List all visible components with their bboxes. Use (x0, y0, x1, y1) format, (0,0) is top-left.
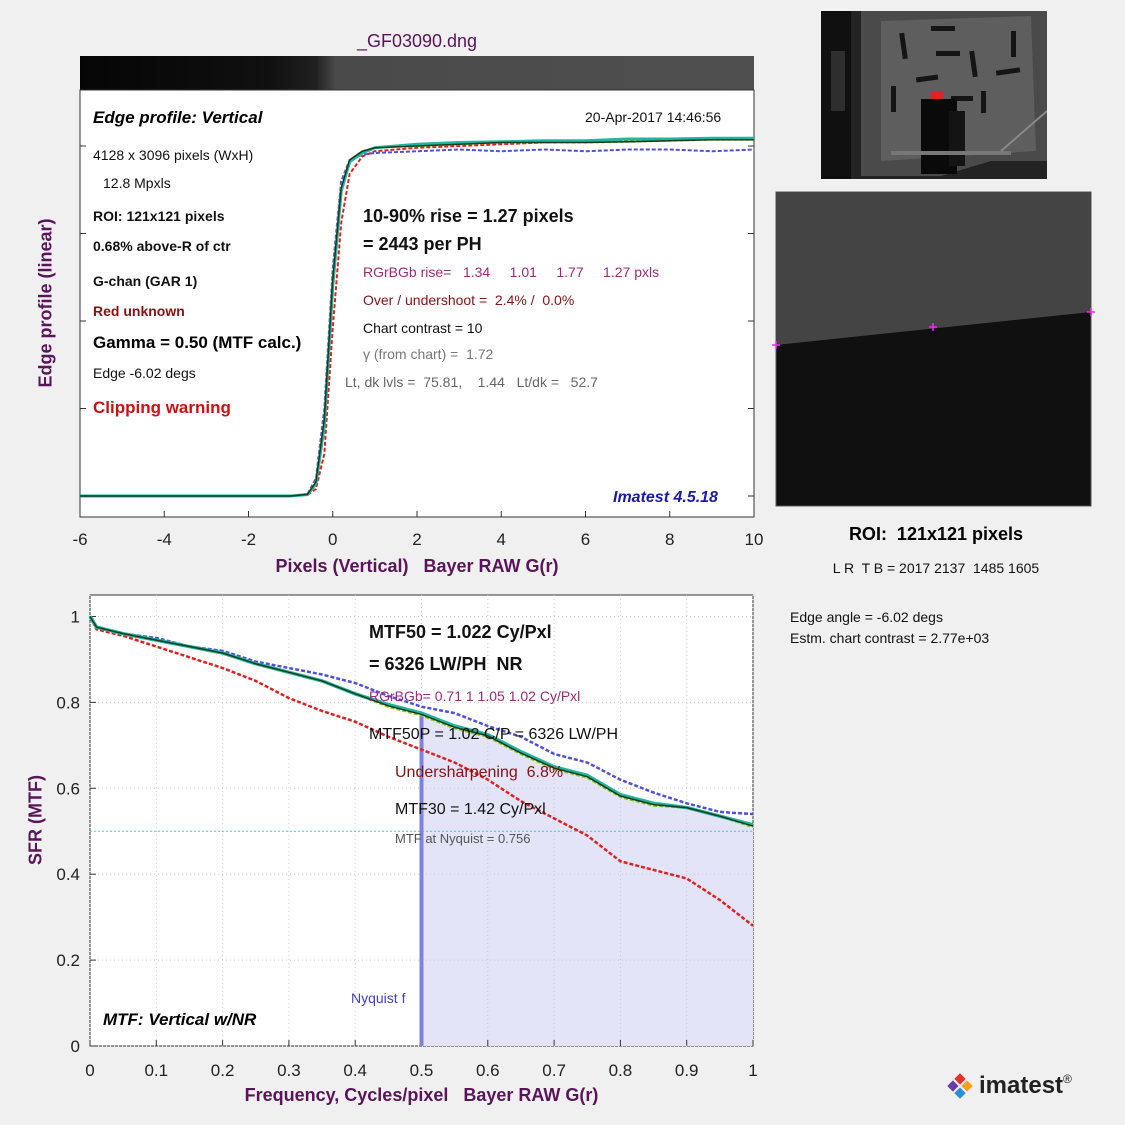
edge-angle: Edge -6.02 degs (93, 365, 196, 381)
edge-x-tick-label: 10 (745, 530, 764, 549)
mtf50-lwph: = 6326 LW/PH NR (369, 654, 523, 674)
mtf-x-tick-label: 0.6 (476, 1061, 500, 1080)
roi-image (772, 191, 1095, 507)
mtf-x-tick-label: 0.3 (277, 1061, 301, 1080)
nyquist-label: Nyquist f (351, 990, 406, 1006)
mtf-x-tick-label: 0.7 (542, 1061, 566, 1080)
undersharpening: Undersharpening 6.8% (395, 764, 564, 781)
mtf-series-r (88, 615, 754, 927)
gamma-from-chart: γ (from chart) = 1.72 (363, 346, 494, 362)
mtf50p-value: MTF50P = 1.02 C/P = 6326 LW/PH (369, 726, 619, 743)
mtf30-value: MTF30 = 1.42 Cy/Pxl (395, 801, 546, 818)
scene-thumbnail (821, 11, 1047, 179)
scene-thumbnail-image (821, 11, 1047, 179)
rgrbgb-rise: RGrBGb rise= 1.34 1.01 1.77 1.27 pxls (363, 264, 660, 280)
estimated-contrast: Estm. chart contrast = 2.77e+03 (790, 630, 990, 646)
imatest-logo-text: imatest (979, 1072, 1064, 1099)
overshoot: Over / undershoot = 2.4% / 0.0% (363, 292, 575, 308)
file-title: _GF03090.dng (356, 31, 478, 51)
mtf-y-tick-label: 1 (71, 607, 80, 626)
edge-x-tick-label: -6 (72, 530, 87, 549)
edge-profile-chart: -6 -4 -2 0 2 4 6 8 10 (72, 89, 764, 549)
edge-angle-info: Edge angle = -6.02 degs (790, 609, 943, 625)
mtf50-value: MTF50 = 1.022 Cy/Pxl (369, 622, 552, 642)
edge-x-tick-label: 0 (328, 530, 337, 549)
mtf-chart: 0 0.1 0.2 0.3 0.4 0.5 0.6 0.7 0.8 0.9 1 0 0.2 0.4 0.6 0… (56, 594, 758, 1080)
edge-roi-offset: 0.68% above-R of ctr (93, 238, 231, 254)
mtf-y-tick-label: 0 (71, 1037, 80, 1056)
edge-channel: G-chan (GAR 1) (93, 273, 198, 289)
mtf-x-tick-label: 0.4 (343, 1061, 367, 1080)
edge-x-tick-label: 8 (665, 530, 674, 549)
edge-x-tick-label: 4 (497, 530, 506, 549)
mtf-at-nyquist: MTF at Nyquist = 0.756 (395, 831, 531, 846)
mtf-x-tick-label: 0.5 (410, 1061, 434, 1080)
edge-ylabel: Edge profile (linear) (35, 218, 56, 388)
rgrbgb-mtf50: RGrBGb= 0.71 1 1.05 1.02 Cy/Pxl (369, 688, 581, 704)
mtf-xlabel: Frequency, Cycles/pixel Bayer RAW G(r) (244, 1085, 599, 1105)
edge-strip (80, 56, 754, 90)
edge-plot-area (79, 89, 755, 518)
mtf-y-tick-label: 0.4 (56, 865, 80, 884)
mtf-x-tick-label: 1 (748, 1061, 757, 1080)
edge-x-tick-label: 6 (581, 530, 590, 549)
rise-per-ph: = 2443 per PH (363, 234, 482, 254)
chart-contrast: Chart contrast = 10 (363, 320, 483, 336)
edge-roi: ROI: 121x121 pixels (93, 208, 225, 224)
mtf-y-tick-label: 0.8 (56, 693, 80, 712)
mtf-y-tick-label: 0.6 (56, 779, 80, 798)
imatest-logo-icon (947, 1073, 973, 1099)
imatest-logo-reg: ® (1063, 1072, 1072, 1086)
edge-xlabel: Pixels (Vertical) Bayer RAW G(r) (275, 556, 559, 576)
edge-mpxls: 12.8 Mpxls (103, 175, 171, 191)
mtf-area-above-nyquist (421, 714, 753, 1046)
mtf-header: MTF: Vertical w/NR (103, 1010, 257, 1029)
mtf-x-tick-label: 0.8 (609, 1061, 633, 1080)
edge-date: 20-Apr-2017 14:46:56 (585, 109, 722, 125)
edge-image-size: 4128 x 3096 pixels (WxH) (93, 147, 254, 163)
mtf-x-tick-label: 0.1 (144, 1061, 168, 1080)
edge-gamma: Gamma = 0.50 (MTF calc.) (93, 333, 302, 352)
mtf-x-tick-label: 0.2 (211, 1061, 235, 1080)
mtf-y-tick-label: 0.2 (56, 951, 80, 970)
roi-title: ROI: 121x121 pixels (848, 524, 1024, 544)
mtf-x-tick-label: 0 (85, 1061, 94, 1080)
edge-x-tick-label: -4 (157, 530, 172, 549)
edge-red-unknown: Red unknown (93, 303, 185, 319)
edge-series-g (80, 138, 754, 497)
edge-x-tick-label: 2 (412, 530, 421, 549)
edge-header: Edge profile: Vertical (93, 108, 263, 127)
light-dark-levels: Lt, dk lvls = 75.81, 1.44 Lt/dk = 52.7 (345, 374, 598, 390)
imatest-logo: imatest ® (945, 1068, 1072, 1104)
edge-x-tick-label: -2 (241, 530, 256, 549)
imatest-version: Imatest 4.5.18 (613, 489, 718, 506)
mtf-series-g (89, 616, 754, 827)
roi-coords: L R T B = 2017 2137 1485 1605 (832, 560, 1040, 576)
rise-value: 10-90% rise = 1.27 pixels (363, 206, 574, 226)
clipping-warning: Clipping warning (93, 398, 231, 417)
mtf-ylabel: SFR (MTF) (25, 775, 46, 865)
mtf-x-tick-label: 0.9 (675, 1061, 699, 1080)
